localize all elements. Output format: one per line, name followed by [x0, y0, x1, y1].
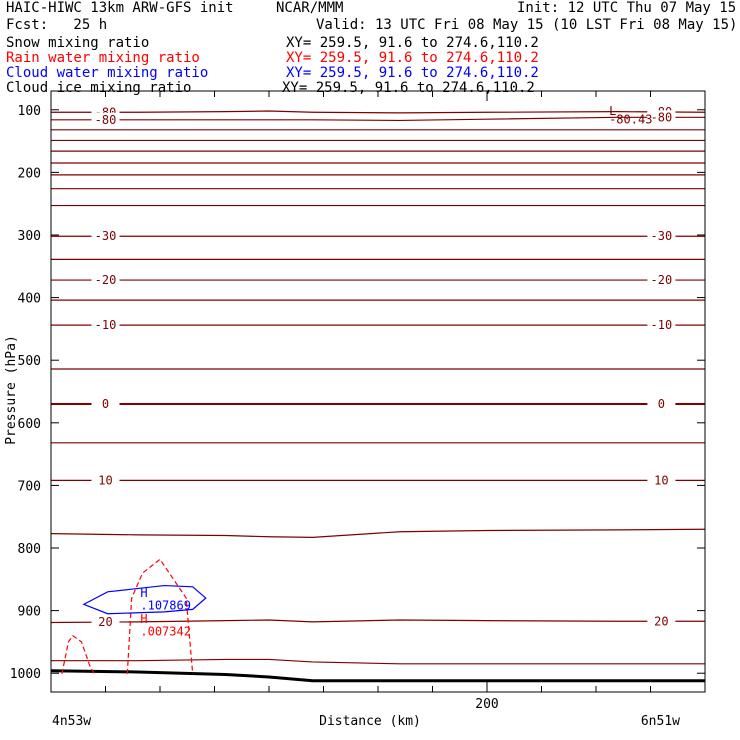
extremum-label: .007342 [140, 625, 191, 639]
contour-label-bg [91, 112, 120, 127]
cloud-water-contour [82, 584, 207, 615]
contour-label: -20 [95, 273, 117, 287]
terrain-line [50, 669, 705, 683]
contour-label-bg [91, 229, 120, 244]
temperature-contour-line [51, 110, 706, 114]
contour-label-bg [647, 318, 676, 333]
contour-label-bg [647, 473, 676, 488]
contour-label-bg [647, 110, 676, 125]
y-tick-label: 1000 [10, 667, 41, 682]
temperature-contour-line [51, 116, 705, 122]
x-endpoint-right: 6n51w [641, 714, 680, 729]
contour-label: 20 [654, 614, 668, 628]
contour-label: -80 [651, 110, 673, 124]
contour-label: 20 [98, 615, 112, 629]
forecast-hour: Fcst: 25 h [6, 17, 108, 33]
field-xy-cloud-water: XY= 259.5, 91.6 to 274.6,110.2 [286, 65, 539, 81]
contour-label: -10 [95, 318, 117, 332]
y-tick-label: 800 [18, 542, 41, 557]
contour-label: 10 [98, 473, 112, 487]
field-xy-rain: XY= 259.5, 91.6 to 274.6,110.2 [286, 50, 539, 66]
temperature-contour-line [50, 528, 706, 538]
y-axis-label: Pressure (hPa) [4, 335, 19, 445]
cloud-water-contour-line [82, 584, 207, 615]
contour-label-bg [91, 318, 120, 333]
temperature-contour-line [51, 658, 705, 665]
x-endpoint-left: 4n53w [52, 714, 91, 729]
extremum-label: H [140, 586, 147, 600]
y-tick-label: 900 [18, 605, 41, 620]
field-name-cloud-water: Cloud water mixing ratio [6, 65, 209, 81]
y-tick-label: 200 [18, 166, 41, 181]
temperature-contours [50, 110, 706, 665]
y-tick-label: 600 [18, 417, 41, 432]
contour-label-bg [647, 229, 676, 244]
contour-label: 0 [658, 397, 665, 411]
contour-label-bg [91, 473, 120, 488]
model-title: HAIC-HIWC 13km ARW-GFS init [6, 0, 234, 16]
contour-label-bg [647, 614, 676, 629]
temperature-contour-line [50, 619, 705, 624]
rain-contours [61, 558, 194, 675]
x-axis-label: Distance (km) [319, 714, 421, 729]
contour-label: 0 [102, 397, 109, 411]
x-tick-label: 200 [475, 697, 498, 712]
y-tick-label: 500 [18, 354, 41, 369]
contour-label: -30 [651, 229, 673, 243]
valid-time: Valid: 13 UTC Fri 08 May 15 (10 LST Fri … [316, 17, 738, 33]
terrain-path [50, 669, 705, 683]
y-tick-label: 300 [18, 229, 41, 244]
y-tick-label: 100 [18, 104, 41, 119]
contour-label-bg [91, 273, 120, 288]
field-xy-cloud-ice: XY= 259.5, 91.6 to 274.6,110.2 [282, 80, 535, 96]
y-tick-label: 400 [18, 292, 41, 307]
contour-label-bg [647, 273, 676, 288]
rain-contour-line [61, 634, 96, 675]
extremum-label: L [609, 104, 616, 118]
extremum-label: H [140, 612, 147, 626]
contour-label-bg [91, 397, 120, 412]
y-tick-label: 700 [18, 479, 41, 494]
field-name-rain: Rain water mixing ratio [6, 50, 200, 66]
extremum-label: -80.43 [609, 113, 652, 127]
contour-label: -10 [651, 318, 673, 332]
rain-contour-line [126, 558, 194, 674]
org-label: NCAR/MMM [276, 0, 344, 16]
contour-label: -20 [651, 273, 673, 287]
contour-label-bg [647, 397, 676, 412]
contour-label: -80 [95, 113, 117, 127]
contour-label: 10 [654, 473, 668, 487]
init-time: Init: 12 UTC Thu 07 May 15 [517, 0, 737, 16]
extremum-label: .107869 [140, 598, 191, 612]
field-name-snow: Snow mixing ratio [6, 35, 150, 51]
contour-label: -30 [95, 229, 117, 243]
field-xy-snow: XY= 259.5, 91.6 to 274.6,110.2 [286, 35, 539, 51]
contour-label-bg [91, 615, 120, 630]
